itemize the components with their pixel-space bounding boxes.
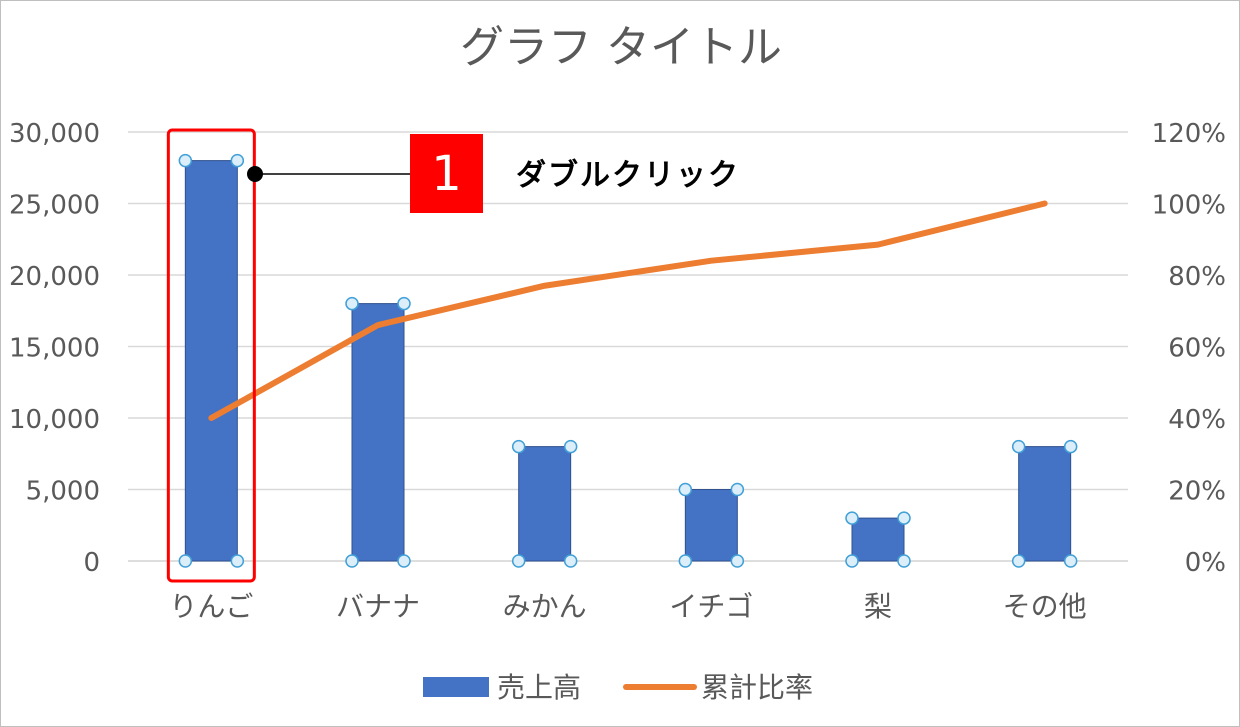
legend-line-label[interactable]: 累計比率 (701, 671, 813, 704)
bar-series[interactable] (178, 153, 1078, 568)
right-tick-label: 80% (1168, 262, 1226, 292)
category-label: りんご (169, 590, 253, 623)
gridlines (128, 131, 1128, 562)
category-axis[interactable]: りんご バナナ みかん イチゴ 梨 その他 (169, 590, 1086, 623)
bar[interactable] (684, 489, 738, 562)
selection-handle[interactable] (1011, 554, 1026, 568)
left-tick-label: 25,000 (9, 191, 100, 221)
left-tick-label: 10,000 (9, 405, 100, 435)
legend[interactable]: 売上高 累計比率 (423, 671, 813, 704)
left-tick-label: 5,000 (26, 477, 100, 507)
selection-handle[interactable] (230, 153, 245, 168)
right-tick-label: 60% (1168, 334, 1226, 364)
selection-handle[interactable] (730, 482, 745, 497)
selection-handle[interactable] (1063, 439, 1078, 454)
right-tick-label: 20% (1168, 477, 1226, 507)
right-tick-label: 120% (1152, 119, 1226, 149)
selection-handle[interactable] (1063, 554, 1078, 568)
legend-bar-label[interactable]: 売上高 (497, 671, 581, 704)
right-tick-label: 0% (1185, 548, 1226, 578)
cumulative-line[interactable] (208, 200, 1048, 421)
right-axis[interactable]: 0% 20% 40% 60% 80% 100% 120% (1152, 119, 1226, 578)
selection-handle[interactable] (1011, 439, 1026, 454)
callout-dot (247, 166, 263, 182)
selection-handle[interactable] (678, 482, 693, 497)
selection-handle[interactable] (678, 554, 693, 568)
legend-bar-swatch (423, 677, 489, 697)
selection-handle[interactable] (845, 511, 859, 525)
selection-handle[interactable] (345, 296, 359, 311)
left-tick-label: 20,000 (9, 262, 100, 292)
right-tick-label: 100% (1152, 191, 1226, 221)
category-label: バナナ (336, 590, 420, 623)
left-tick-label: 15,000 (9, 334, 100, 364)
bar[interactable] (518, 446, 572, 562)
selection-handle[interactable] (730, 554, 745, 568)
selection-handle[interactable] (897, 554, 911, 568)
callout-connector (247, 166, 410, 182)
selection-handle[interactable] (845, 554, 859, 568)
category-label: 梨 (864, 590, 892, 623)
bar[interactable] (184, 160, 238, 562)
selection-handle[interactable] (511, 439, 526, 454)
category-label: みかん (503, 590, 587, 623)
highlight-box (166, 128, 256, 583)
bar[interactable] (1018, 446, 1072, 562)
category-label: その他 (1003, 590, 1087, 623)
selection-handle[interactable] (345, 554, 359, 568)
callout-number-badge: 1 (410, 134, 483, 213)
selection-handle[interactable] (563, 439, 578, 454)
selection-handle[interactable] (897, 511, 911, 525)
callout-label: ダブルクリック (516, 158, 740, 193)
category-label: イチゴ (669, 590, 753, 623)
line-series[interactable] (208, 200, 1048, 421)
right-tick-label: 40% (1168, 405, 1226, 435)
selection-handle[interactable] (397, 554, 411, 568)
left-tick-label: 0 (83, 548, 100, 578)
chart-title[interactable]: グラフ タイトル (460, 22, 782, 73)
selection-handle[interactable] (178, 554, 193, 568)
selection-handle[interactable] (563, 554, 578, 568)
selection-handle[interactable] (397, 296, 411, 311)
left-tick-label: 30,000 (9, 119, 100, 149)
bar[interactable] (851, 517, 905, 562)
selection-handle[interactable] (511, 554, 526, 568)
selection-handle[interactable] (230, 554, 245, 568)
left-axis[interactable]: 0 5,000 10,000 15,000 20,000 25,000 30,000 (9, 119, 100, 578)
selection-handle[interactable] (178, 153, 193, 168)
selected-bar-highlight (166, 128, 256, 583)
bar[interactable] (351, 303, 405, 562)
